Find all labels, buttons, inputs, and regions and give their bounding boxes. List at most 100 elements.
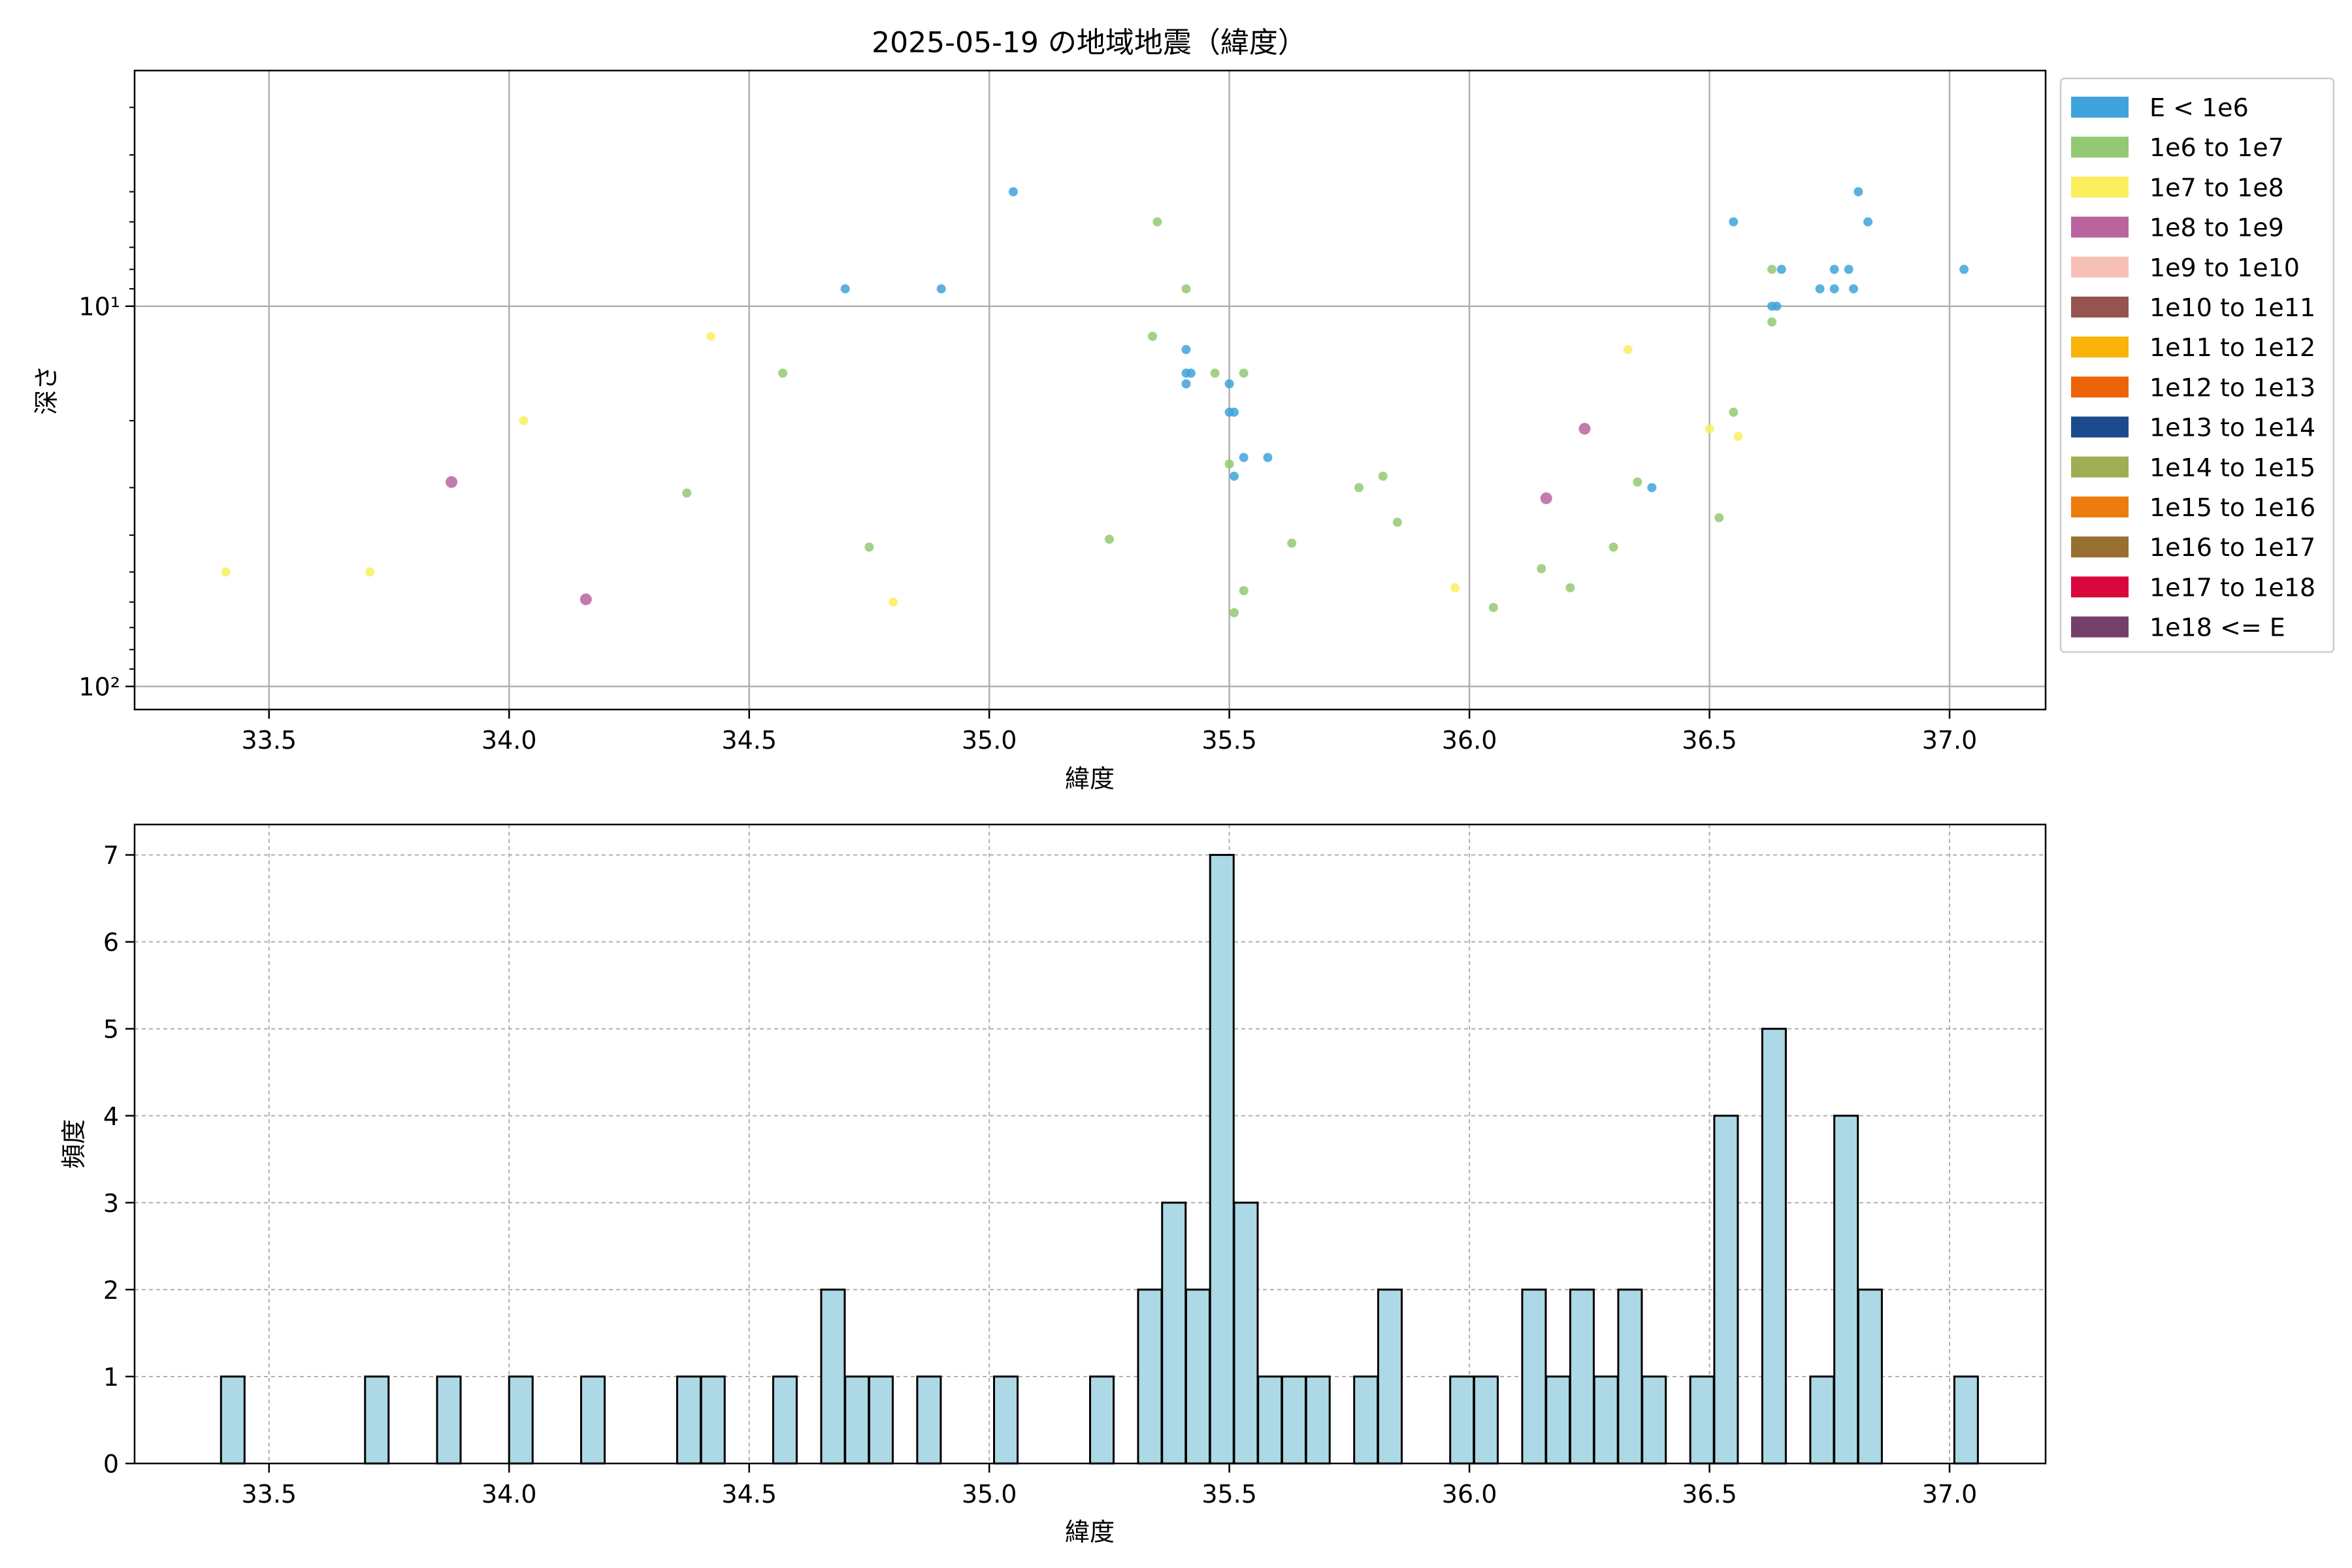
- scatter-point: [1210, 368, 1220, 378]
- scatter-point: [1633, 477, 1642, 487]
- histogram-y-tick-label: 0: [103, 1450, 119, 1478]
- histogram-x-axis-label: 緯度: [1065, 1518, 1115, 1546]
- legend-label: 1e15 to 1e16: [2149, 493, 2315, 522]
- legend-swatch: [2071, 416, 2129, 438]
- scatter-point: [1229, 608, 1239, 617]
- histogram-bar: [1833, 1115, 1859, 1465]
- scatter-point: [1224, 459, 1234, 469]
- scatter-point: [1829, 265, 1839, 274]
- scatter-point: [1647, 483, 1657, 493]
- legend-label: 1e14 to 1e15: [2149, 453, 2315, 482]
- scatter-point: [1181, 345, 1191, 355]
- scatter-point: [936, 284, 946, 294]
- histogram-bar: [820, 1288, 846, 1465]
- scatter-point: [1392, 517, 1402, 527]
- histogram-bar: [1641, 1375, 1667, 1465]
- histogram-bar: [1449, 1375, 1475, 1465]
- scatter-point: [1854, 187, 1863, 197]
- scatter-points: [221, 187, 1969, 617]
- scatter-point: [1767, 265, 1777, 274]
- legend-swatch: [2071, 336, 2129, 358]
- scatter-y-axis-label: 深さ: [32, 365, 61, 415]
- legend-items: E < 1e6 1e6 to 1e7 1e7 to 1e8 1e8 to 1e9 1e9…: [2071, 93, 2315, 642]
- legend-label: 1e13 to 1e14: [2149, 414, 2315, 442]
- scatter-point: [1008, 187, 1018, 197]
- legend: E < 1e6 1e6 to 1e7 1e7 to 1e8 1e8 to 1e9 1e9…: [2059, 77, 2335, 653]
- histogram-bar: [1137, 1288, 1163, 1465]
- histogram-x-tick-label: 35.5: [1201, 1480, 1257, 1509]
- histogram-grid: [135, 825, 2046, 1464]
- scatter-point: [1623, 345, 1633, 355]
- histogram-bar: [1953, 1375, 1979, 1465]
- histogram-bar: [1353, 1375, 1379, 1465]
- histogram-axes-frame: [133, 823, 2047, 1465]
- histogram-bar: [772, 1375, 798, 1465]
- legend-label: 1e18 <= E: [2149, 613, 2285, 642]
- scatter-point: [1714, 513, 1724, 523]
- scatter-y-tick-label: 10²: [78, 673, 120, 702]
- scatter-x-tick-label: 34.5: [721, 726, 777, 755]
- scatter-point: [1540, 492, 1552, 504]
- histogram-bars: [220, 854, 1979, 1465]
- scatter-x-tick-label: 34.0: [482, 726, 537, 755]
- histogram-bar: [436, 1375, 462, 1465]
- legend-swatch: [2071, 256, 2129, 278]
- histogram-x-tick-label: 35.0: [962, 1480, 1017, 1509]
- scatter-point: [1767, 317, 1777, 327]
- legend-swatch: [2071, 376, 2129, 398]
- scatter-point: [1609, 542, 1618, 552]
- legend-swatch: [2071, 536, 2129, 558]
- legend-swatch: [2071, 497, 2129, 517]
- scatter-point: [1578, 423, 1591, 435]
- scatter-x-tick-label: 33.5: [241, 726, 297, 755]
- histogram-bar: [1545, 1375, 1571, 1465]
- scatter-point: [1863, 217, 1873, 227]
- histogram-x-tick-label: 33.5: [241, 1480, 297, 1509]
- histogram-bar: [1377, 1288, 1403, 1465]
- scatter-point: [580, 593, 592, 606]
- histogram-bar: [1305, 1375, 1331, 1465]
- scatter-point: [1705, 424, 1714, 434]
- histogram-y-axis-label: 頻度: [59, 1119, 88, 1169]
- scatter-point: [1104, 534, 1114, 544]
- scatter-point: [1959, 265, 1969, 274]
- legend-swatch: [2071, 97, 2129, 118]
- histogram-bar: [1617, 1288, 1643, 1465]
- scatter-x-tick-label: 36.0: [1442, 726, 1497, 755]
- scatter-point: [1815, 284, 1825, 294]
- scatter-point: [1239, 586, 1249, 596]
- histogram-bar: [700, 1375, 726, 1465]
- scatter-point: [1772, 301, 1782, 311]
- scatter-point: [1152, 217, 1162, 227]
- legend-label: 1e8 to 1e9: [2149, 214, 2284, 242]
- histogram-bar: [1521, 1288, 1547, 1465]
- scatter-point: [1378, 471, 1388, 481]
- histogram-bar: [1761, 1028, 1787, 1465]
- histogram-bar: [1161, 1201, 1187, 1465]
- scatter-point: [1776, 265, 1786, 274]
- scatter-point: [1729, 407, 1739, 417]
- histogram-bar: [1089, 1375, 1115, 1465]
- histogram-bar: [220, 1375, 246, 1465]
- legend-label: 1e6 to 1e7: [2149, 133, 2284, 162]
- histogram-bar: [508, 1375, 534, 1465]
- legend-swatch: [2071, 216, 2129, 238]
- legend-swatch: [2071, 456, 2129, 478]
- scatter-point: [1186, 368, 1196, 378]
- histogram-y-tick-label: 2: [103, 1276, 119, 1305]
- histogram-y-tick-label: 1: [103, 1363, 119, 1392]
- histogram-y-tick-label: 4: [103, 1102, 119, 1131]
- histogram-bar: [1689, 1375, 1715, 1465]
- scatter-point: [1181, 284, 1191, 294]
- scatter-point: [1229, 407, 1239, 417]
- histogram-bar: [1233, 1201, 1259, 1465]
- legend-swatch: [2071, 616, 2129, 638]
- histogram-bar: [1593, 1375, 1619, 1465]
- legend-label: 1e17 to 1e18: [2149, 573, 2315, 602]
- scatter-x-tick-label: 37.0: [1922, 726, 1978, 755]
- legend-label: 1e11 to 1e12: [2149, 333, 2315, 362]
- scatter-point: [1263, 453, 1273, 463]
- scatter-point: [1849, 284, 1859, 294]
- histogram-x-tick-label: 34.5: [721, 1480, 777, 1509]
